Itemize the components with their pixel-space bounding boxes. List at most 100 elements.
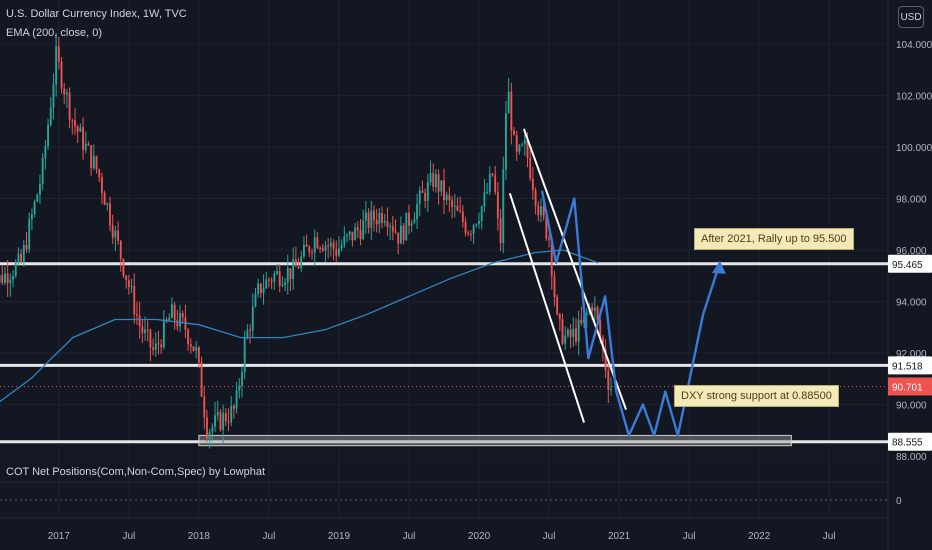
candle-body — [119, 241, 122, 260]
candle-body — [397, 232, 400, 244]
x-tick-label: Jul — [543, 531, 556, 542]
candle-body — [227, 421, 230, 423]
candle-body — [505, 113, 507, 170]
candle-body — [550, 239, 553, 277]
x-tick-label: 2017 — [48, 531, 71, 542]
candle-body — [246, 329, 249, 339]
candle-body — [510, 91, 513, 131]
candle-body — [57, 46, 60, 62]
x-tick-label: Jul — [403, 531, 416, 542]
candle-body — [219, 411, 222, 430]
candle-body — [556, 297, 559, 314]
candle-body — [14, 262, 17, 277]
candle-body — [286, 268, 289, 283]
candle-body — [276, 271, 278, 274]
candle-body — [386, 221, 389, 227]
candle-body — [311, 252, 313, 254]
candle-body — [610, 388, 612, 390]
last-price-tag — [888, 377, 932, 396]
candle-body — [152, 347, 155, 350]
level-price-tag — [888, 356, 932, 375]
ema-line — [0, 249, 599, 403]
candle-body — [542, 206, 545, 217]
candle-body — [208, 432, 211, 439]
candle-body — [469, 234, 472, 236]
candle-body — [230, 405, 233, 423]
candle-body — [133, 286, 136, 315]
cot-indicator-label[interactable]: COT Net Positions(Com,Non-Com,Spec) by L… — [6, 466, 266, 478]
support-annotation[interactable]: DXY strong support at 0.88500 — [674, 385, 839, 407]
candle-body — [267, 279, 270, 281]
candle-body — [284, 282, 287, 286]
candle-body — [308, 246, 311, 253]
candle-body — [459, 210, 462, 212]
candle-body — [456, 205, 459, 211]
y-tick-label: 94.000 — [896, 298, 927, 309]
candle-body — [480, 206, 483, 221]
candle-body — [135, 314, 138, 316]
candle-body — [90, 145, 93, 169]
candle-body — [529, 157, 532, 179]
candle-body — [125, 275, 128, 281]
candle-body — [33, 201, 36, 215]
candle-body — [381, 212, 383, 223]
candle-body — [95, 156, 98, 170]
x-tick-label: Jul — [683, 531, 696, 542]
candle-body — [518, 145, 521, 152]
candle-body — [20, 253, 23, 262]
projection-path — [540, 190, 722, 437]
candle-body — [176, 320, 179, 327]
level-price-label: 88.555 — [892, 438, 923, 449]
candle-body — [254, 294, 257, 307]
candle-body — [461, 211, 464, 223]
candle-body — [440, 180, 443, 192]
rally-annotation[interactable]: After 2021, Rally up to 95.500 — [694, 228, 854, 250]
candle-body — [443, 180, 445, 201]
candle-body — [292, 259, 295, 280]
candle-body — [410, 223, 413, 226]
candle-body — [144, 329, 146, 334]
indicator-label[interactable]: EMA (200, close, 0) — [6, 27, 102, 39]
candle-body — [327, 245, 330, 247]
candle-body — [63, 88, 66, 95]
candlesticks — [0, 32, 612, 449]
candle-body — [591, 307, 594, 311]
candle-body — [195, 347, 198, 351]
price-axis[interactable]: 104.000 102.000 100.000 98.000 96.000 94.000 9… — [888, 40, 932, 507]
candle-body — [585, 313, 588, 316]
candle-body — [399, 225, 402, 244]
candle-body — [343, 236, 346, 246]
candle-body — [475, 224, 478, 226]
candle-body — [383, 221, 386, 223]
x-tick-label: 2018 — [188, 531, 211, 542]
candle-body — [564, 335, 567, 344]
candle-body — [351, 231, 354, 241]
candle-body — [316, 237, 319, 248]
candle-body — [445, 194, 448, 201]
candle-body — [165, 319, 168, 321]
candle-body — [340, 245, 343, 249]
level-price-label: 91.518 — [892, 361, 923, 372]
candle-body — [370, 210, 373, 228]
candle-body — [437, 173, 440, 192]
candle-body — [429, 173, 432, 183]
candle-body — [251, 306, 254, 331]
candle-body — [356, 227, 359, 231]
candle-body — [60, 61, 63, 89]
candle-body — [499, 218, 502, 244]
candle-body — [192, 346, 195, 351]
currency-button[interactable]: USD — [898, 6, 924, 28]
x-tick-label: 2020 — [468, 531, 491, 542]
candle-body — [211, 426, 214, 433]
candle-body — [25, 244, 28, 250]
candle-body — [389, 226, 392, 228]
candle-body — [76, 126, 79, 132]
candle-body — [243, 338, 246, 372]
candle-body — [154, 343, 157, 350]
candle-body — [106, 203, 109, 205]
candle-body — [300, 256, 303, 269]
chart-grid — [0, 0, 889, 550]
candle-body — [483, 192, 486, 207]
candle-body — [421, 190, 424, 193]
